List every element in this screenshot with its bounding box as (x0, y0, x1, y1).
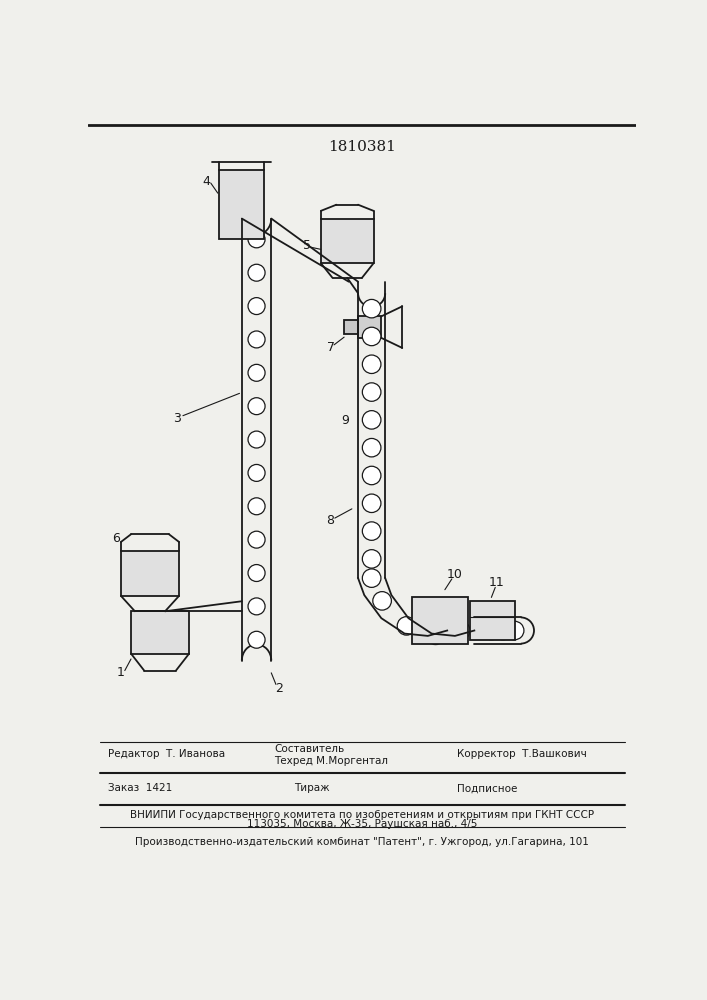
Circle shape (248, 331, 265, 348)
Circle shape (248, 498, 265, 515)
Bar (131, 611, 189, 654)
Circle shape (363, 411, 381, 429)
Text: 7: 7 (327, 341, 335, 354)
Circle shape (248, 631, 265, 648)
Text: 11: 11 (489, 576, 505, 588)
Text: 6: 6 (112, 532, 120, 545)
Text: Техред М.Моргентал: Техред М.Моргентал (274, 756, 388, 766)
Circle shape (363, 522, 381, 540)
Circle shape (248, 231, 265, 248)
Circle shape (248, 598, 265, 615)
Text: 1: 1 (117, 666, 125, 679)
Bar (321, 219, 373, 263)
Bar (121, 551, 179, 596)
Circle shape (397, 617, 416, 635)
Text: 113035, Москва, Ж-35, Раушская наб., 4/5: 113035, Москва, Ж-35, Раушская наб., 4/5 (247, 819, 477, 829)
Text: 2: 2 (275, 682, 283, 695)
Text: ВНИИПИ Государственного комитета по изобретениям и открытиям при ГКНТ СССР: ВНИИПИ Государственного комитета по изоб… (130, 810, 594, 820)
Bar (412, 597, 468, 644)
Circle shape (363, 466, 381, 485)
Circle shape (506, 621, 524, 640)
Text: 1810381: 1810381 (328, 140, 396, 154)
Circle shape (248, 431, 265, 448)
Circle shape (493, 621, 513, 640)
Circle shape (248, 398, 265, 415)
Text: Тираж: Тираж (293, 783, 329, 793)
Bar (218, 170, 264, 239)
Circle shape (363, 383, 381, 401)
Circle shape (363, 299, 381, 318)
Circle shape (248, 531, 265, 548)
Text: Корректор  Т.Вашкович: Корректор Т.Вашкович (457, 749, 586, 759)
Bar (344, 320, 358, 334)
Circle shape (373, 592, 392, 610)
Circle shape (482, 621, 501, 640)
Text: Производственно-издательский комбинат "Патент", г. Ужгород, ул.Гагарина, 101: Производственно-издательский комбинат "П… (135, 837, 589, 847)
Circle shape (363, 569, 381, 587)
Text: 3: 3 (173, 412, 182, 425)
Circle shape (452, 621, 470, 640)
Text: 5: 5 (303, 239, 311, 252)
Circle shape (248, 565, 265, 581)
Text: 9: 9 (341, 414, 350, 427)
Circle shape (426, 626, 445, 645)
Circle shape (248, 264, 265, 281)
Text: Подписное: Подписное (457, 783, 517, 793)
Text: Заказ  1421: Заказ 1421 (107, 783, 172, 793)
Circle shape (248, 364, 265, 381)
Text: Редактор  Т. Иванова: Редактор Т. Иванова (107, 749, 225, 759)
Bar (469, 601, 515, 640)
Circle shape (363, 438, 381, 457)
Text: 10: 10 (446, 568, 462, 581)
Circle shape (363, 550, 381, 568)
Text: Составитель: Составитель (274, 744, 344, 754)
Circle shape (363, 494, 381, 513)
Circle shape (363, 327, 381, 346)
Circle shape (248, 298, 265, 315)
Text: 4: 4 (202, 175, 210, 188)
Circle shape (248, 464, 265, 481)
Bar (358, 316, 381, 338)
Circle shape (363, 355, 381, 374)
Text: 8: 8 (326, 514, 334, 527)
